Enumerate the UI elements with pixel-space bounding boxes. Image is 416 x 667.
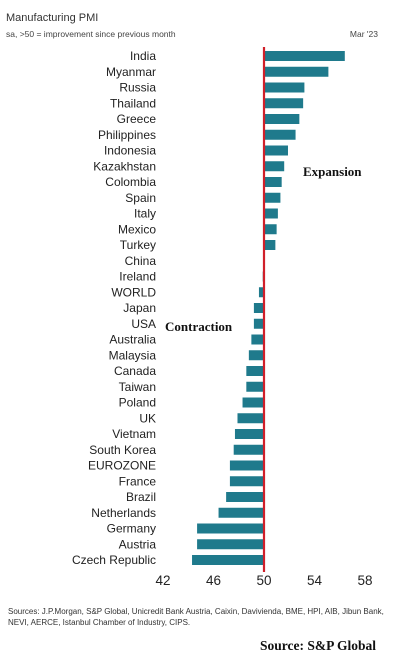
category-label: Malaysia (109, 348, 157, 362)
category-label: Australia (109, 333, 156, 347)
category-label: Germany (107, 522, 156, 536)
bar-vietnam (234, 429, 264, 439)
category-label: Taiwan (119, 380, 156, 394)
bar-australia (251, 334, 264, 345)
bar-france (229, 476, 264, 487)
category-label: Russia (119, 81, 156, 95)
sources-note: Sources: J.P.Morgan, S&P Global, Unicred… (8, 607, 384, 627)
category-label: Vietnam (112, 427, 156, 441)
x-tick-label: 50 (256, 573, 271, 588)
bar-netherlands (218, 507, 264, 518)
category-label: Italy (134, 207, 156, 221)
category-label: Austria (119, 537, 157, 551)
bar-eurozone (229, 460, 264, 471)
bar-japan (253, 303, 264, 313)
bar-italy (264, 208, 278, 219)
x-tick-labels-group: 42 46 50 54 58 (155, 573, 372, 588)
category-label: Greece (117, 112, 157, 126)
category-label: WORLD (111, 285, 156, 299)
bar-germany (197, 523, 264, 534)
category-label: Philippines (98, 128, 156, 142)
category-label: Kazakhstan (93, 159, 156, 173)
category-label: China (125, 254, 157, 268)
bar-colombia (264, 177, 282, 187)
bar-greece (264, 114, 300, 124)
bar-kazakhstan (264, 161, 285, 172)
source-credit: Source: S&P Global (259, 638, 376, 653)
bar-canada (246, 366, 264, 376)
bar-mexico (264, 224, 277, 235)
category-label: Brazil (126, 490, 156, 504)
bar-philippines (264, 129, 296, 140)
bar-malaysia (248, 350, 264, 361)
x-tick-label: 42 (155, 573, 170, 588)
bar-austria (197, 539, 264, 550)
category-label: Japan (123, 301, 156, 315)
bar-czech-republic (192, 555, 264, 565)
bar-indonesia (264, 145, 288, 156)
category-label: Ireland (119, 270, 156, 284)
bar-uk (237, 413, 264, 424)
bar-turkey (264, 240, 276, 250)
category-label: South Korea (89, 443, 156, 457)
category-label: USA (131, 317, 156, 331)
chart-subtitle: sa, >50 = improvement since previous mon… (6, 29, 176, 39)
category-label: Thailand (110, 96, 156, 110)
chart-title: Manufacturing PMI (6, 12, 99, 24)
bar-brazil (226, 492, 264, 502)
category-label: Canada (114, 364, 156, 378)
bars-group (192, 51, 345, 565)
expansion-annotation: Expansion (303, 164, 362, 179)
bar-taiwan (246, 381, 264, 392)
chart-date: Mar '23 (349, 29, 378, 39)
category-label: Mexico (118, 222, 156, 236)
bar-myanmar (264, 66, 329, 77)
x-tick-label: 54 (307, 573, 323, 588)
x-tick-label: 58 (357, 573, 372, 588)
category-label: UK (139, 411, 156, 425)
category-label: Myanmar (106, 65, 156, 79)
bar-poland (242, 397, 264, 408)
bar-thailand (264, 98, 304, 109)
contraction-annotation: Contraction (165, 319, 233, 334)
category-label: Netherlands (91, 506, 156, 520)
category-label: Colombia (105, 175, 156, 189)
category-label: Czech Republic (72, 553, 156, 567)
category-label: India (130, 49, 156, 63)
bar-india (264, 51, 345, 61)
category-label: Poland (119, 396, 156, 410)
category-label: Indonesia (104, 144, 156, 158)
category-label: EUROZONE (88, 459, 156, 473)
category-label: Spain (125, 191, 156, 205)
bar-russia (264, 82, 305, 93)
bar-usa (253, 318, 264, 329)
x-tick-label: 46 (206, 573, 221, 588)
bar-south-korea (233, 444, 264, 455)
bar-spain (264, 192, 281, 203)
bar-world (258, 287, 264, 298)
category-label: Turkey (120, 238, 156, 252)
category-label: France (119, 474, 157, 488)
